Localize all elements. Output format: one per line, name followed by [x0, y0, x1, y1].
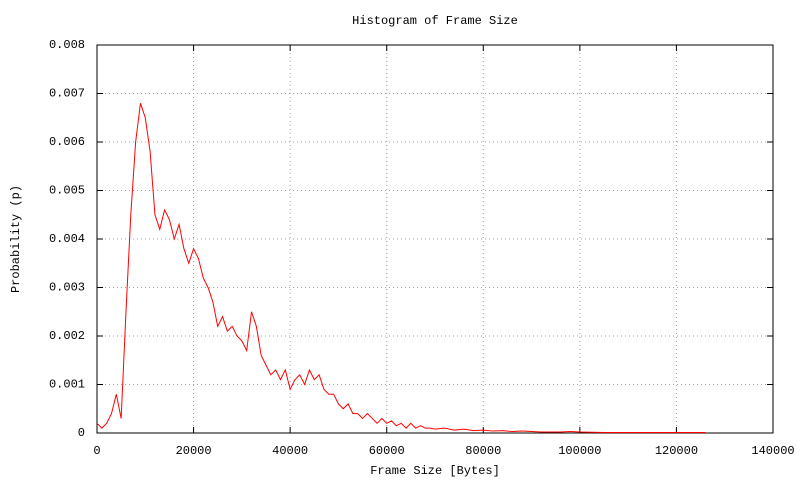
y-tick-label: 0.002	[49, 329, 85, 343]
x-tick-label: 60000	[369, 444, 405, 458]
y-tick-label: 0.003	[49, 281, 85, 295]
x-tick-label: 120000	[655, 444, 698, 458]
y-tick-label: 0.006	[49, 135, 85, 149]
data-line	[96, 103, 706, 434]
plot-border	[96, 44, 774, 434]
x-tick-label: 80000	[465, 444, 501, 458]
y-tick-label: 0.005	[49, 184, 85, 198]
x-tick-label: 0	[93, 444, 100, 458]
y-tick-label: 0.008	[49, 38, 85, 52]
y-tick-label: 0.004	[49, 232, 85, 246]
chart-title: Histogram of Frame Size	[352, 14, 518, 28]
x-tick-label: 40000	[272, 444, 308, 458]
y-tick-label: 0.007	[49, 87, 85, 101]
x-tick-label: 100000	[558, 444, 601, 458]
y-axis-label: Probability (p)	[9, 185, 23, 293]
x-tick-label: 140000	[751, 444, 794, 458]
x-tick-label: 20000	[176, 444, 212, 458]
x-axis-label: Frame Size [Bytes]	[370, 464, 500, 478]
y-tick-label: 0.001	[49, 378, 85, 392]
y-tick-label: 0	[78, 426, 85, 440]
